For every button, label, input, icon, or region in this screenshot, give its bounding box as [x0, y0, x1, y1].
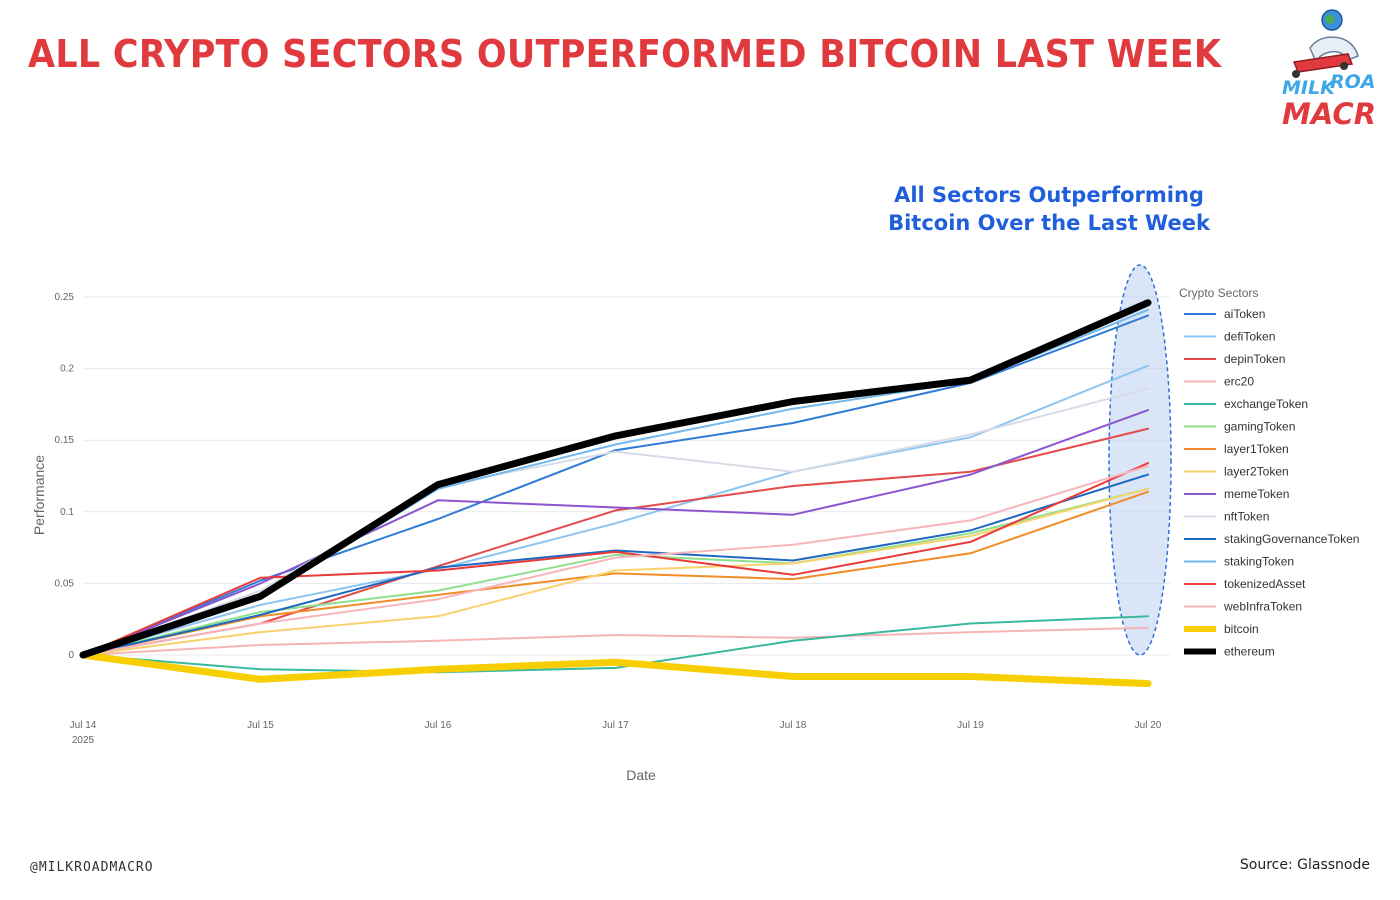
x-tick-label: Jul 18 — [780, 720, 807, 731]
series-line-webInfraToken — [82, 465, 1149, 656]
series-line-ethereum — [79, 299, 1152, 659]
series-line-stakingGovernanceToken — [82, 473, 1149, 656]
legend-label-memeToken: memeToken — [1224, 487, 1289, 501]
legend-label-tokenizedAsset: tokenizedAsset — [1224, 577, 1306, 591]
brand-word-macro: MACRO — [1282, 97, 1376, 130]
x-axis-title: Date — [626, 767, 656, 783]
x-tick-label: Jul 19 — [957, 720, 984, 731]
annotation-line-1: All Sectors Outperforming — [894, 183, 1204, 207]
series-lines — [79, 299, 1152, 688]
legend-label-aiToken: aiToken — [1224, 307, 1265, 321]
brand-word-milk: MILK — [1282, 77, 1336, 99]
y-tick-label: 0 — [68, 650, 74, 661]
series-line-gamingToken — [82, 487, 1149, 656]
series-line-defiToken — [82, 364, 1149, 656]
legend-label-erc20: erc20 — [1224, 375, 1254, 389]
legend-label-stakingGovernanceToken: stakingGovernanceToken — [1224, 532, 1359, 546]
legend-label-layer1Token: layer1Token — [1224, 442, 1289, 456]
y-tick-label: 0.15 — [55, 435, 75, 446]
series-line-layer1Token — [82, 490, 1149, 656]
wheel-icon — [1292, 70, 1300, 78]
y-tick-label: 0.1 — [60, 507, 74, 518]
social-handle: @MILKROADMACRO — [30, 860, 154, 875]
annotation-line-2: Bitcoin Over the Last Week — [888, 211, 1211, 235]
series-line-nftToken — [82, 387, 1149, 656]
series-line-memeToken — [82, 409, 1149, 656]
x-tick-label: Jul 20 — [1135, 720, 1162, 731]
legend-label-nftToken: nftToken — [1224, 510, 1269, 524]
legend-label-webInfraToken: webInfraToken — [1223, 600, 1302, 614]
series-line-layer2Token — [82, 487, 1149, 656]
x-tick-label: Jul 14 — [70, 720, 97, 731]
source-credit: Source: Glassnode — [1239, 857, 1370, 873]
wheel-icon — [1340, 62, 1348, 70]
x-tick-label: Jul 15 — [247, 720, 274, 731]
y-tick-label: 0.2 — [60, 364, 74, 375]
legend-label-gamingToken: gamingToken — [1224, 420, 1295, 434]
legend: Crypto Sectors aiToken defiToken depinToke… — [1179, 286, 1359, 659]
x-tick-label: Jul 17 — [602, 720, 629, 731]
legend-label-layer2Token: layer2Token — [1224, 465, 1289, 479]
legend-title: Crypto Sectors — [1179, 286, 1258, 300]
y-tick-label: 0.05 — [55, 578, 75, 589]
legend-label-defiToken: defiToken — [1224, 330, 1275, 344]
y-tick-label: 0.25 — [55, 292, 75, 303]
series-line-bitcoin — [79, 651, 1152, 688]
legend-label-bitcoin: bitcoin — [1224, 622, 1259, 636]
legend-label-depinToken: depinToken — [1224, 352, 1285, 366]
series-line-tokenizedAsset — [82, 462, 1149, 656]
headline: ALL CRYPTO SECTORS OUTPERFORMED BITCOIN … — [28, 32, 1222, 76]
y-axis-ticks: 0.25 0.2 0.15 0.1 0.05 0 — [55, 292, 75, 661]
brand-word-road: ROAD — [1330, 71, 1376, 93]
milk-road-macro-logo: MILK ROAD MACRO — [1282, 9, 1376, 130]
x-axis-ticks: Jul 14 2025 Jul 15 Jul 16 Jul 17 Jul 18 Jul 19… — [70, 720, 1162, 746]
legend-label-exchangeToken: exchangeToken — [1224, 397, 1308, 411]
globe-land-icon — [1326, 14, 1335, 24]
x-tick-sublabel: 2025 — [72, 735, 95, 746]
x-tick-label: Jul 16 — [425, 720, 452, 731]
highlight-ellipse — [1108, 264, 1172, 656]
y-axis-title: Performance — [31, 455, 47, 535]
series-line-erc20 — [82, 626, 1149, 656]
cart-icon — [1292, 53, 1354, 73]
legend-label-stakingToken: stakingToken — [1224, 555, 1294, 569]
legend-label-ethereum: ethereum — [1224, 645, 1275, 659]
series-line-exchangeToken — [82, 615, 1149, 674]
